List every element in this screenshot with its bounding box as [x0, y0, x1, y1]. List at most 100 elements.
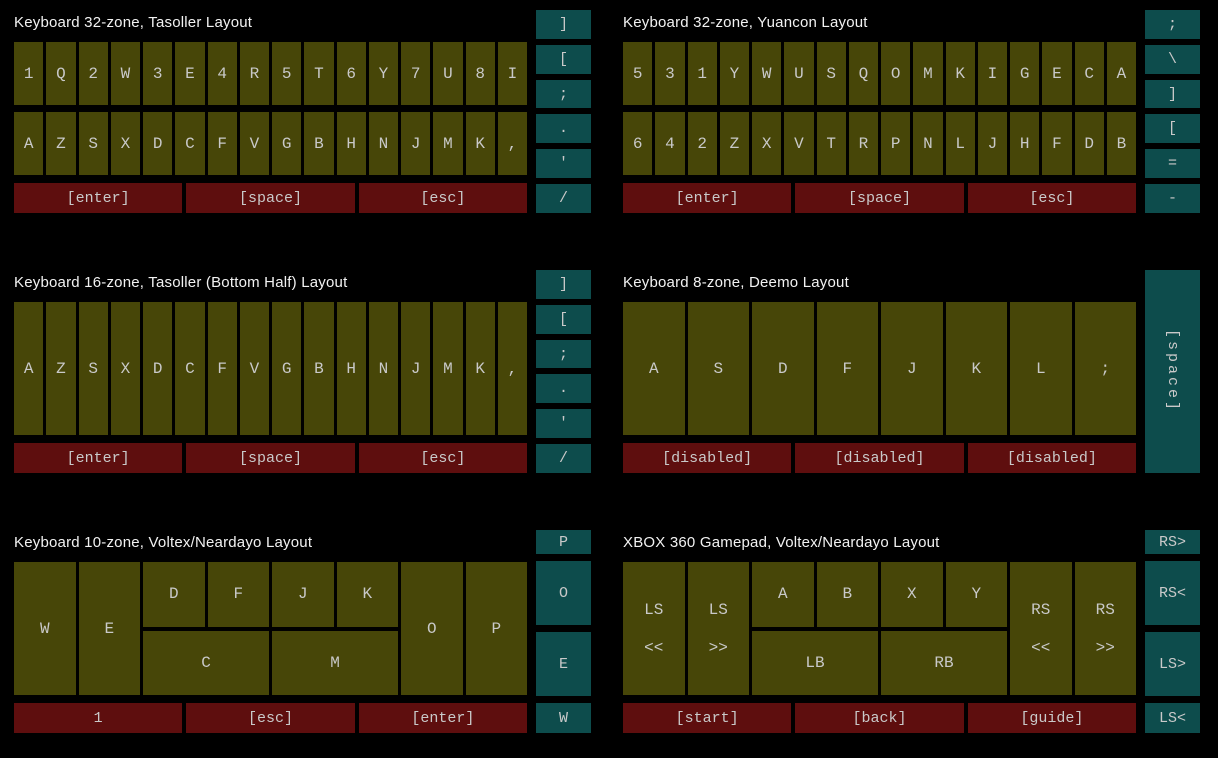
zone-key[interactable]: 2: [687, 112, 717, 175]
air-key[interactable]: LS>: [1145, 632, 1200, 696]
zone-key[interactable]: R: [239, 42, 269, 105]
zone-key[interactable]: J: [272, 562, 334, 627]
zone-key[interactable]: F: [207, 562, 269, 627]
action-key[interactable]: [esc]: [358, 443, 527, 473]
action-key[interactable]: [start]: [623, 703, 792, 733]
zone-key[interactable]: L: [1010, 302, 1072, 435]
air-key[interactable]: ]: [1145, 79, 1200, 109]
zone-key[interactable]: Z: [46, 302, 76, 435]
zone-key[interactable]: D: [143, 562, 205, 627]
zone-key[interactable]: F: [1042, 112, 1072, 175]
zone-key[interactable]: 1: [687, 42, 717, 105]
zone-key[interactable]: E: [175, 42, 205, 105]
zone-key[interactable]: X: [752, 112, 782, 175]
air-key[interactable]: ]: [536, 270, 591, 299]
zone-key[interactable]: 8: [465, 42, 495, 105]
air-key[interactable]: P: [536, 530, 591, 554]
zone-key-left-stick[interactable]: LS <<: [623, 562, 685, 695]
action-key[interactable]: [esc]: [186, 703, 355, 733]
zone-key[interactable]: 5: [623, 42, 653, 105]
zone-key-right-stick[interactable]: RS <<: [1010, 562, 1072, 695]
zone-key[interactable]: D: [752, 302, 814, 435]
air-key[interactable]: ': [536, 149, 591, 179]
zone-key[interactable]: B: [304, 112, 334, 175]
zone-key[interactable]: B: [304, 302, 334, 435]
air-key[interactable]: ;: [1145, 10, 1200, 39]
air-key[interactable]: .: [536, 374, 591, 404]
zone-key[interactable]: A: [14, 112, 44, 175]
action-key[interactable]: [enter]: [358, 703, 527, 733]
zone-key[interactable]: Q: [46, 42, 76, 105]
air-key[interactable]: ]: [536, 10, 591, 39]
zone-key[interactable]: V: [239, 112, 269, 175]
zone-key[interactable]: D: [143, 112, 173, 175]
zone-key[interactable]: Q: [848, 42, 878, 105]
air-key[interactable]: E: [536, 632, 591, 696]
zone-key[interactable]: N: [368, 302, 398, 435]
zone-key[interactable]: Y: [368, 42, 398, 105]
action-key[interactable]: [back]: [795, 703, 964, 733]
zone-key[interactable]: A: [14, 302, 44, 435]
zone-key[interactable]: D: [143, 302, 173, 435]
zone-key[interactable]: J: [881, 302, 943, 435]
zone-key[interactable]: Z: [719, 112, 749, 175]
zone-key[interactable]: K: [336, 562, 398, 627]
zone-key[interactable]: ;: [1074, 302, 1136, 435]
action-key[interactable]: [esc]: [967, 183, 1136, 213]
air-key-space[interactable]: [space]: [1145, 270, 1200, 473]
zone-key[interactable]: A: [752, 562, 814, 627]
zone-key[interactable]: S: [78, 112, 108, 175]
zone-key[interactable]: I: [497, 42, 527, 105]
action-key[interactable]: [enter]: [14, 443, 183, 473]
zone-key[interactable]: 5: [272, 42, 302, 105]
zone-key[interactable]: M: [433, 302, 463, 435]
action-key[interactable]: [space]: [186, 183, 355, 213]
zone-key[interactable]: F: [816, 302, 878, 435]
zone-key[interactable]: K: [465, 112, 495, 175]
air-key[interactable]: O: [536, 561, 591, 625]
action-key[interactable]: [enter]: [14, 183, 183, 213]
zone-key[interactable]: 2: [78, 42, 108, 105]
zone-key[interactable]: T: [304, 42, 334, 105]
zone-key[interactable]: 4: [655, 112, 685, 175]
zone-key[interactable]: G: [1010, 42, 1040, 105]
zone-key-left-knob[interactable]: W: [14, 562, 76, 695]
action-key[interactable]: [space]: [795, 183, 964, 213]
zone-key[interactable]: X: [110, 112, 140, 175]
air-key[interactable]: \: [1145, 44, 1200, 74]
zone-key-right-knob[interactable]: O: [401, 562, 463, 695]
zone-key[interactable]: I: [977, 42, 1007, 105]
action-key-disabled[interactable]: [disabled]: [795, 443, 964, 473]
zone-key[interactable]: F: [207, 302, 237, 435]
zone-key[interactable]: S: [78, 302, 108, 435]
zone-key[interactable]: H: [1010, 112, 1040, 175]
zone-key[interactable]: W: [110, 42, 140, 105]
zone-key[interactable]: N: [913, 112, 943, 175]
action-key[interactable]: [esc]: [358, 183, 527, 213]
zone-key[interactable]: ,: [497, 112, 527, 175]
zone-key[interactable]: Y: [719, 42, 749, 105]
zone-key[interactable]: U: [784, 42, 814, 105]
zone-key[interactable]: A: [1106, 42, 1136, 105]
zone-key[interactable]: H: [336, 302, 366, 435]
zone-key[interactable]: R: [848, 112, 878, 175]
air-key[interactable]: W: [536, 703, 591, 733]
zone-key-right-stick[interactable]: RS >>: [1074, 562, 1136, 695]
air-key[interactable]: =: [1145, 149, 1200, 179]
zone-key[interactable]: X: [110, 302, 140, 435]
zone-key[interactable]: S: [687, 302, 749, 435]
zone-key[interactable]: E: [1042, 42, 1072, 105]
zone-key[interactable]: ,: [497, 302, 527, 435]
zone-key[interactable]: D: [1074, 112, 1104, 175]
zone-key[interactable]: N: [368, 112, 398, 175]
air-key[interactable]: -: [1145, 184, 1200, 213]
air-key[interactable]: .: [536, 114, 591, 144]
zone-key[interactable]: C: [1074, 42, 1104, 105]
zone-key[interactable]: 4: [207, 42, 237, 105]
zone-key-left-stick[interactable]: LS >>: [687, 562, 749, 695]
zone-key-wide[interactable]: RB: [881, 630, 1007, 695]
action-key[interactable]: [enter]: [623, 183, 792, 213]
air-key[interactable]: ;: [536, 339, 591, 369]
zone-key[interactable]: K: [945, 42, 975, 105]
air-key[interactable]: RS>: [1145, 530, 1200, 554]
